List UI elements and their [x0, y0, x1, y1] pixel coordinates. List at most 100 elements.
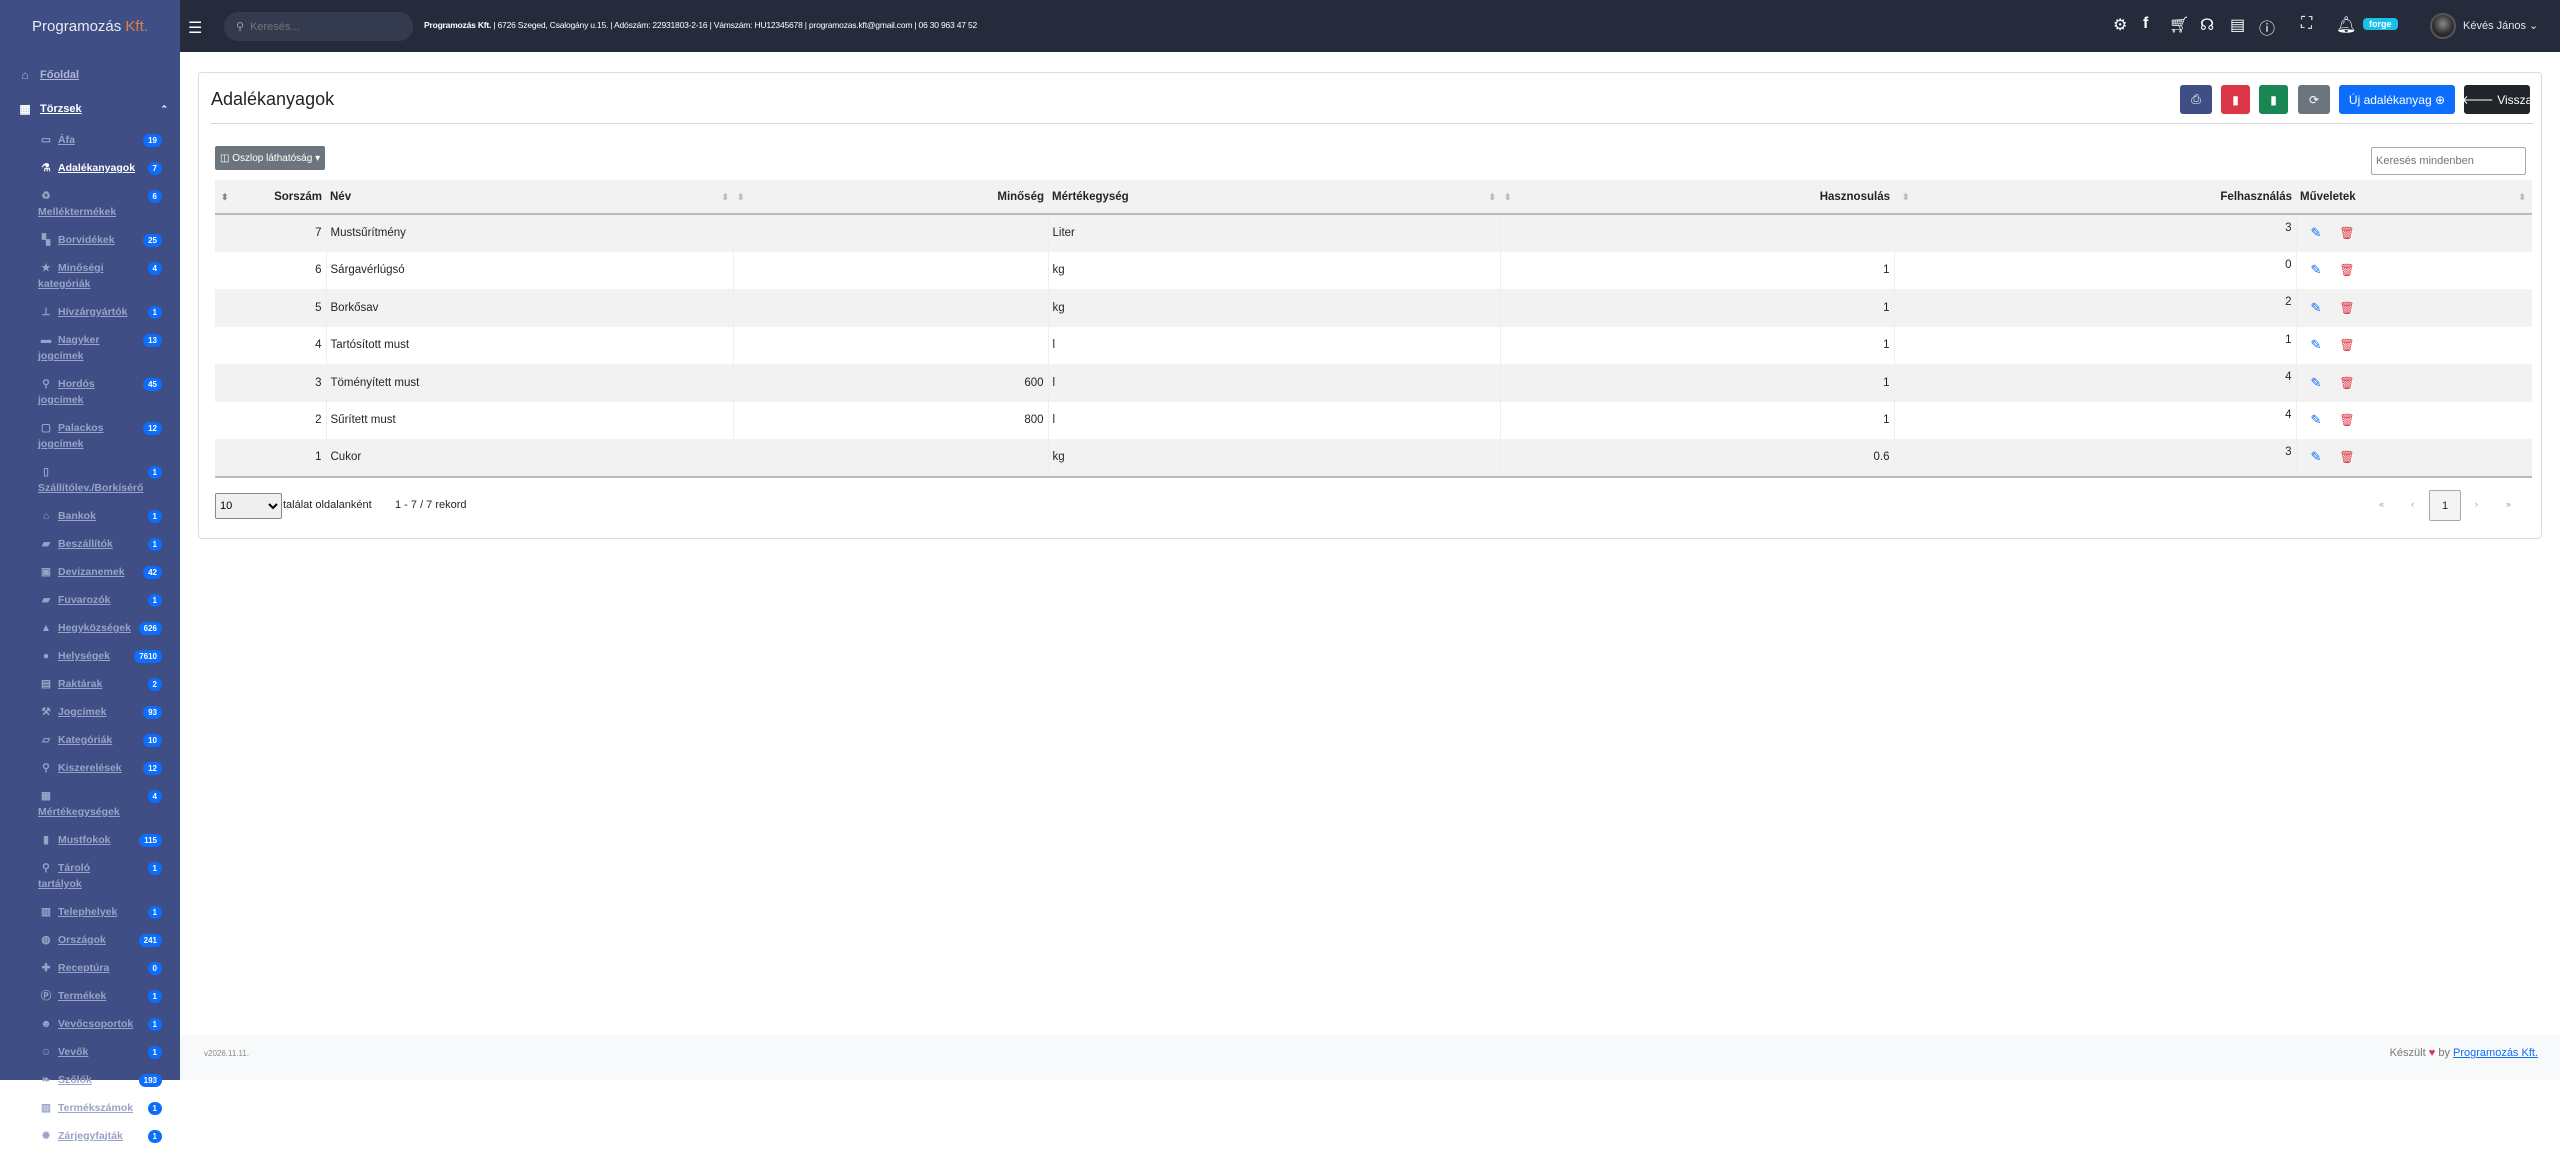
sidebar-item-13[interactable]: ▰ Fuvarozók 1: [38, 586, 164, 614]
brand-logo[interactable]: Programozás Kft.: [0, 18, 180, 35]
refresh-button[interactable]: ⟳: [2298, 85, 2330, 114]
sidebar-item-29[interactable]: ❧ Szőlők 193: [38, 1066, 164, 1094]
table-search-input[interactable]: [2371, 147, 2526, 175]
help-icon[interactable]: ⓘ: [2259, 21, 2276, 38]
sidebar-item-16[interactable]: ▤ Raktárak 2: [38, 670, 164, 698]
sidebar-item-text: Adalékanyagok: [58, 162, 136, 174]
table-row[interactable]: 7 Mustsűrítmény Liter 3 ✎ 🗑︎: [215, 214, 2532, 252]
sidebar-item-24[interactable]: ◍ Országok 241: [38, 926, 164, 954]
sidebar-item-3[interactable]: ▚ Borvidékek 25: [38, 226, 164, 254]
headset-icon[interactable]: ☊: [2200, 17, 2215, 34]
sidebar-item-14[interactable]: ▲ Hegyközségek 626: [38, 614, 164, 642]
sidebar-item-17[interactable]: ⚒ Jogcímek 93: [38, 698, 164, 726]
sidebar-item-7[interactable]: ⚲ Hordós jogcímek 45: [38, 370, 164, 414]
table-row[interactable]: 6 Sárgavérlúgsó kg 1 0 ✎ 🗑︎: [215, 251, 2532, 289]
sidebar-item-home[interactable]: ⌂ Főoldal: [18, 68, 168, 82]
sidebar-item-4[interactable]: ★ Minőségi kategóriák 4: [38, 254, 164, 298]
sidebar-item-25[interactable]: ✚ Receptúra 0: [38, 954, 164, 982]
col-sorszam[interactable]: Sorszám: [255, 180, 326, 215]
bell-icon[interactable]: 🔔︎: [2336, 17, 2357, 34]
forge-badge[interactable]: forge: [2363, 18, 2398, 30]
sidebar-item-22[interactable]: ⚲ Tároló tartályok 1: [38, 854, 164, 898]
fullscreen-icon[interactable]: ⛶: [2301, 15, 2313, 32]
edit-icon[interactable]: ✎: [2310, 337, 2322, 353]
trash-icon[interactable]: 🗑︎: [2339, 338, 2355, 353]
sidebar-item-5[interactable]: ⊥ Hívzárgyártók 1: [38, 298, 164, 326]
trash-icon[interactable]: 🗑︎: [2339, 226, 2355, 241]
edit-icon[interactable]: ✎: [2310, 449, 2322, 465]
sidebar-item-0[interactable]: ▭ Áfa 19: [38, 126, 164, 154]
sidebar-item-27[interactable]: ☻ Vevőcsoportok 1: [38, 1010, 164, 1038]
col-felhasznalas[interactable]: ⬍ Felhasználás: [1894, 180, 2296, 215]
sidebar-item-10[interactable]: ⌂ Bankok 1: [38, 502, 164, 530]
trash-icon[interactable]: 🗑︎: [2339, 450, 2355, 465]
sidebar-item-6[interactable]: ▬ Nagyker jogcímek 13: [38, 326, 164, 370]
edit-icon[interactable]: ✎: [2310, 225, 2322, 241]
sidebar-label: ▚ Borvidékek: [38, 232, 143, 248]
avatar[interactable]: [2430, 13, 2456, 39]
col-hasznosulas[interactable]: ⬍ Hasznosulás: [1500, 180, 1894, 215]
trash-icon[interactable]: 🗑︎: [2339, 375, 2355, 390]
hamburger-menu-icon[interactable]: ☰: [188, 20, 203, 37]
edit-icon[interactable]: ✎: [2310, 412, 2322, 428]
sidebar-item-9[interactable]: ▯ Szállítólev./Borkísérő 1: [38, 458, 164, 502]
col-mertekegyseg[interactable]: Mértékegység ⬍: [1048, 180, 1500, 215]
new-additive-button[interactable]: Új adalékanyag ⊕: [2339, 85, 2455, 114]
sidebar-item-15[interactable]: ● Helységek 7610: [38, 642, 164, 670]
last-page-button[interactable]: »: [2506, 499, 2512, 509]
sidebar-item-21[interactable]: ▮ Mustfokok 115: [38, 826, 164, 854]
column-visibility-button[interactable]: ◫ Oszlop láthatóság ▾: [215, 146, 326, 170]
clipboard-clock-icon[interactable]: ▤: [2230, 17, 2246, 34]
sidebar-item-26[interactable]: Ⓟ Termékek 1: [38, 982, 164, 1010]
count-badge: 1: [147, 466, 162, 479]
table-row[interactable]: 3 Töményített must 600 l 1 4 ✎ 🗑︎: [215, 364, 2532, 402]
facebook-icon[interactable]: f: [2143, 15, 2149, 32]
sidebar-item-18[interactable]: ▱ Kategóriák 10: [38, 726, 164, 754]
trash-icon[interactable]: 🗑︎: [2339, 300, 2355, 315]
edit-icon[interactable]: ✎: [2310, 262, 2322, 278]
sidebar-label: ✹ Zárjegyfajták: [38, 1128, 151, 1144]
edit-icon[interactable]: ✎: [2310, 374, 2322, 390]
sidebar-item-23[interactable]: ▥ Telephelyek 1: [38, 898, 164, 926]
sidebar-label: ⚲ Tároló tartályok: [38, 860, 164, 892]
sidebar-item-12[interactable]: ▣ Devizanemek 42: [38, 558, 164, 586]
sidebar-item-20[interactable]: ▦ Mértékegységek 4: [38, 782, 164, 826]
sidebar-item-31[interactable]: ✹ Zárjegyfajták 1: [38, 1122, 164, 1150]
trash-icon[interactable]: 🗑︎: [2339, 413, 2355, 428]
pdf-export-button[interactable]: ▮: [2221, 85, 2250, 114]
table-row[interactable]: 4 Tartósított must l 1 1 ✎ 🗑︎: [215, 326, 2532, 364]
cell-felhasznalas: 3: [1893, 439, 2296, 478]
trash-icon[interactable]: 🗑︎: [2339, 263, 2355, 278]
col-nev[interactable]: Név ⬍: [326, 180, 733, 215]
sidebar-item-19[interactable]: ⚲ Kiszerelések 12: [38, 754, 164, 782]
edit-icon[interactable]: ✎: [2310, 299, 2322, 315]
global-search[interactable]: ⚲: [224, 12, 413, 41]
sidebar-item-1[interactable]: ⚗ Adalékanyagok 7: [38, 154, 164, 182]
table-row[interactable]: 5 Borkősav kg 1 2 ✎ 🗑︎: [215, 289, 2532, 327]
page-1-button[interactable]: 1: [2429, 490, 2461, 521]
per-page-select[interactable]: 10: [215, 493, 282, 519]
sidebar-item-28[interactable]: ☺ Vevők 1: [38, 1038, 164, 1066]
back-button[interactable]: 🡐 Vissza: [2462, 85, 2532, 114]
briefcase-icon: ▬: [40, 334, 52, 346]
sort-column[interactable]: ⬍: [215, 180, 255, 215]
sidebar-group-torzsek[interactable]: ▦ Törzsek ⌃: [18, 102, 168, 116]
sidebar-item-11[interactable]: ▰ Beszállítók 1: [38, 530, 164, 558]
gear-icon[interactable]: ⚙: [2113, 17, 2128, 34]
prev-page-button[interactable]: ‹: [2411, 499, 2414, 509]
sidebar-label: ⚲ Kiszerelések: [38, 760, 150, 776]
first-page-button[interactable]: «: [2379, 499, 2385, 509]
excel-export-button[interactable]: ▮: [2259, 85, 2288, 114]
sidebar-item-2[interactable]: ♻ Melléktermékek 6: [38, 182, 164, 226]
cart-icon[interactable]: 🛒︎: [2169, 17, 2190, 34]
company-link[interactable]: Programozás Kft.: [2453, 1047, 2538, 1059]
table-row[interactable]: 1 Cukor kg 0.6 3 ✎ 🗑︎: [215, 439, 2532, 478]
sidebar-item-30[interactable]: ▥ Termékszámok 1: [38, 1094, 164, 1122]
col-minoseg[interactable]: ⬍ Minőség: [733, 180, 1048, 215]
user-menu[interactable]: Kévés János ⌄: [2463, 19, 2538, 32]
print-button[interactable]: ⎙: [2180, 85, 2212, 114]
search-input[interactable]: [250, 20, 401, 33]
sidebar-item-8[interactable]: ▢ Palackos jogcímek 12: [38, 414, 164, 458]
next-page-button[interactable]: ›: [2475, 499, 2478, 509]
table-row[interactable]: 2 Sűrített must 800 l 1 4 ✎ 🗑︎: [215, 401, 2532, 439]
